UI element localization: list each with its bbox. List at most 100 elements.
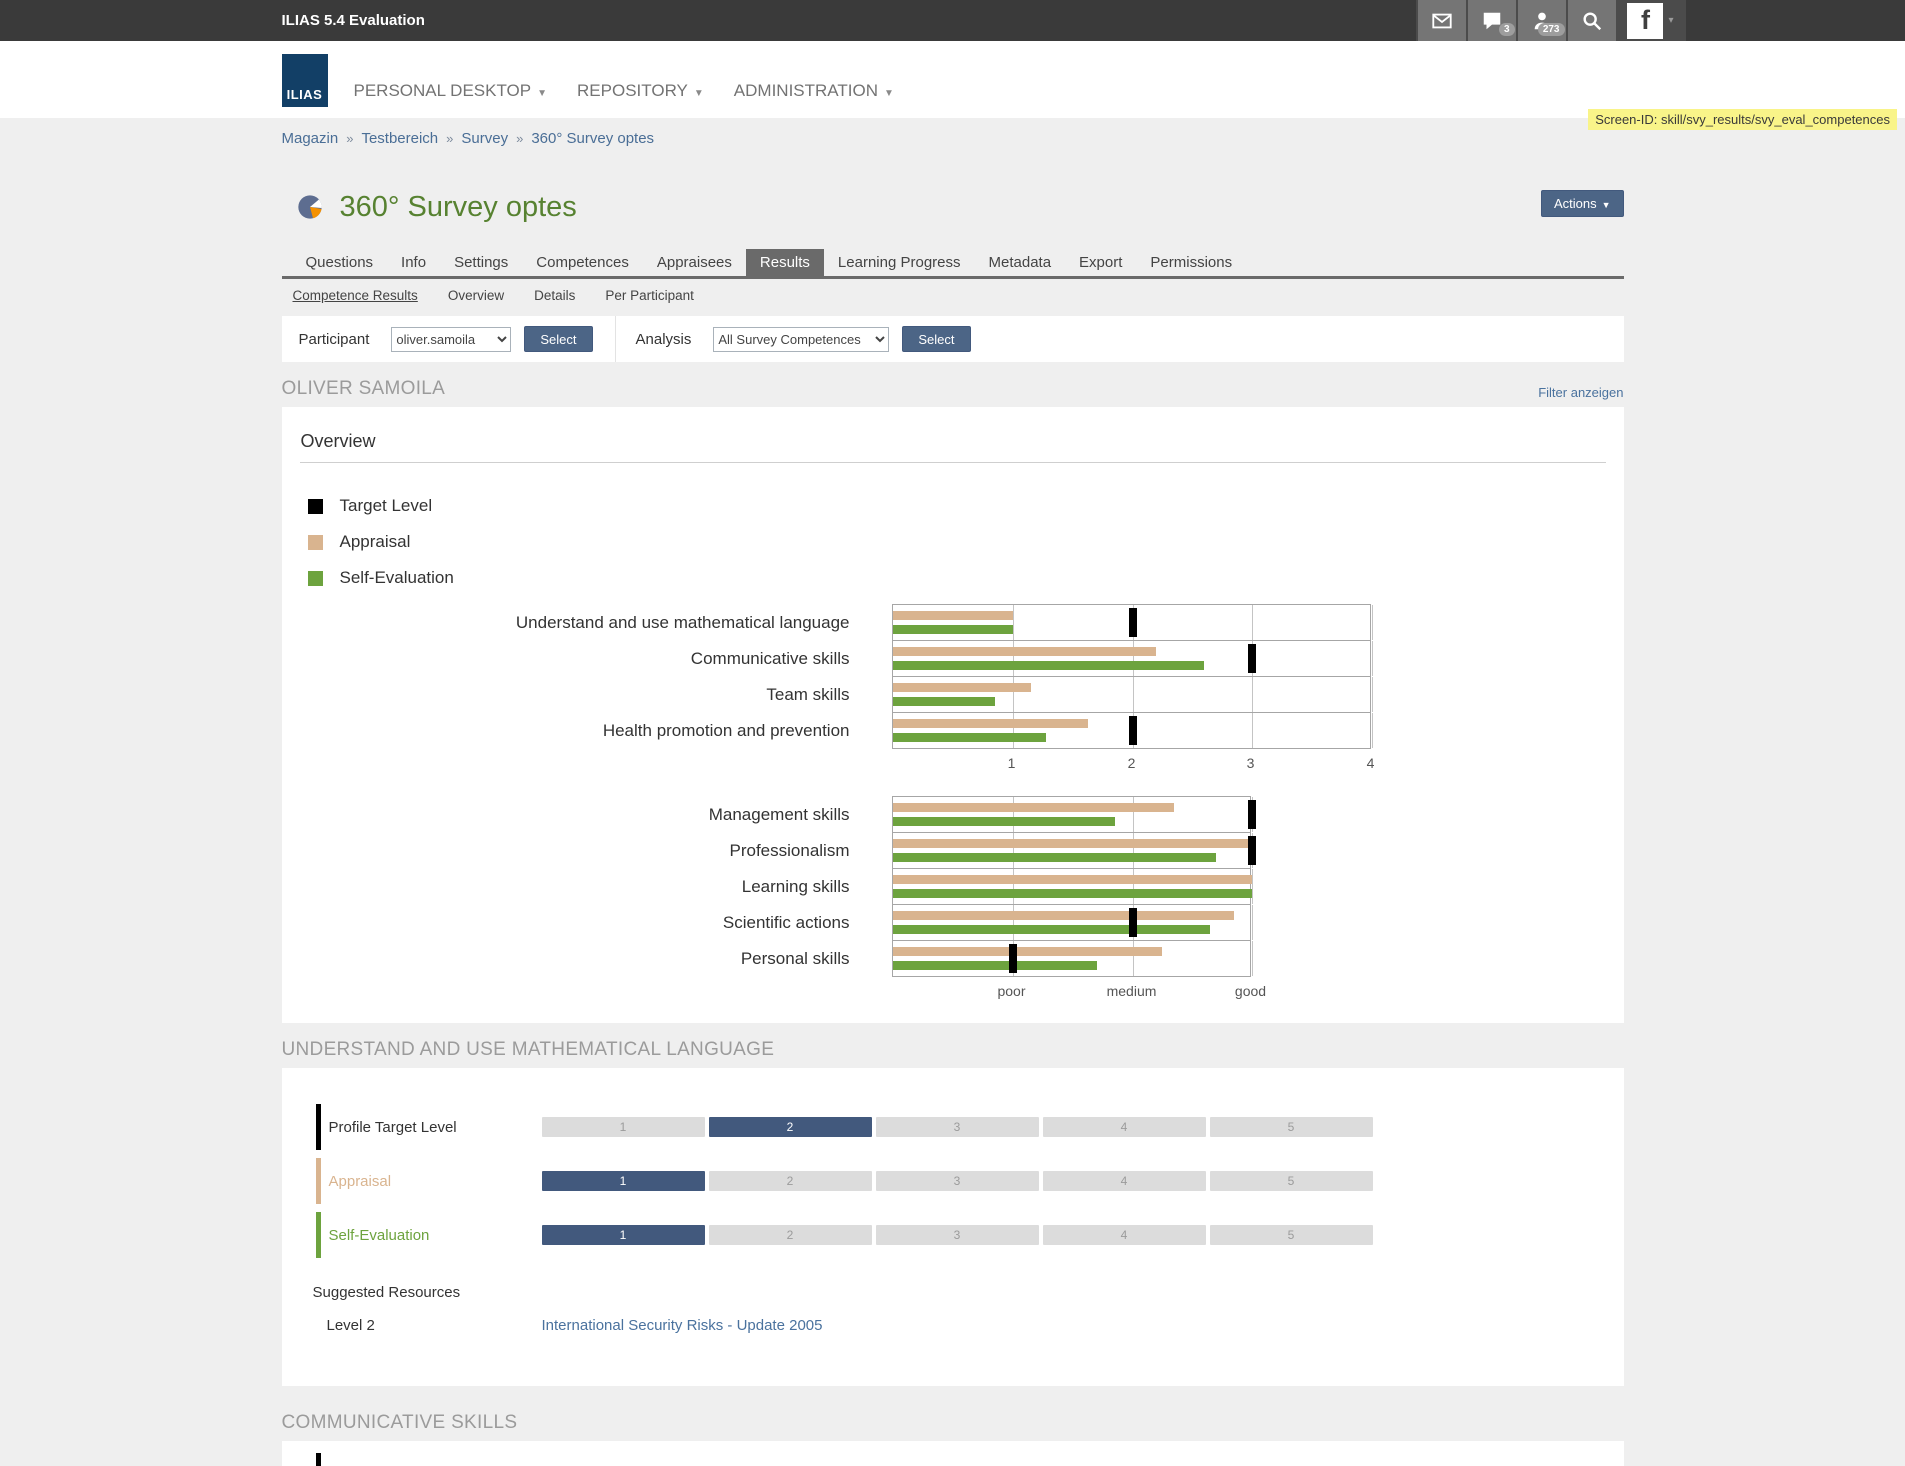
gridline: [1251, 941, 1253, 976]
tab-permissions[interactable]: Permissions: [1150, 254, 1233, 271]
breadcrumb-link[interactable]: 360° Survey optes: [531, 130, 655, 147]
tab-competences[interactable]: Competences: [536, 254, 629, 271]
axis-tick-label: poor: [997, 983, 1026, 999]
tab-bar: Questions Info Settings Competences Appraise…: [281, 249, 1624, 279]
axis-tick-label: 3: [1246, 755, 1255, 771]
self-evaluation-bar: [892, 817, 1115, 826]
analysis-select[interactable]: All Survey Competences: [713, 326, 890, 352]
subtab-overview[interactable]: Overview: [447, 288, 505, 303]
gridline: [1371, 713, 1373, 748]
tab-questions[interactable]: Questions: [305, 254, 374, 271]
legend-item: Self-Evaluation: [307, 567, 1606, 589]
breadcrumb-link[interactable]: Magazin: [281, 130, 339, 147]
target-level-marker: [1128, 908, 1137, 937]
chart-legend: Target Level Appraisal Self-Evaluation: [300, 495, 1606, 589]
filter-bar: Participant oliver.samoila Select Analys…: [281, 316, 1624, 362]
appraisal-bar: [892, 911, 1234, 920]
chart-row-plot: [891, 604, 1373, 641]
tab-appraisees[interactable]: Appraisees: [656, 254, 732, 271]
self-evaluation-bar: [892, 733, 1046, 742]
gridline: [1012, 797, 1014, 832]
page-title: 360° Survey optes: [339, 190, 577, 223]
resource-level-label: Level 2: [326, 1317, 375, 1334]
gridline: [1251, 605, 1253, 640]
appraisal-bar: [892, 839, 1252, 848]
gridline: [1132, 833, 1134, 868]
actions-button[interactable]: Actions ▼: [1540, 190, 1624, 217]
competence-section-heading: UNDERSTAND AND USE MATHEMATICAL LANGUAGE: [281, 1039, 775, 1060]
breadcrumb-link[interactable]: Testbereich: [361, 130, 439, 147]
row-color-bar: [315, 1158, 321, 1204]
mail-button[interactable]: [1417, 0, 1466, 41]
nav-item-personal-desktop[interactable]: PERSONAL DESKTOP ▼: [353, 81, 548, 100]
chart-row-label: Communicative skills: [690, 649, 850, 668]
gridline: [1371, 677, 1373, 712]
filter-anzeigen-link[interactable]: Filter anzeigen: [1538, 385, 1624, 400]
chart-row-plot: [891, 676, 1373, 713]
mail-icon: [1431, 10, 1453, 32]
competence-scale-row: Self-Evaluation 1 2 3 4 5: [315, 1212, 1606, 1258]
tab-learning-progress[interactable]: Learning Progress: [837, 254, 961, 271]
resource-row: Level 2 International Security Risks - Up…: [327, 1317, 1606, 1334]
ilias-logo[interactable]: ILIAS: [281, 54, 328, 107]
gridline: [1012, 833, 1014, 868]
top-bar: ILIAS 5.4 Evaluation 3 273 f ▾: [0, 0, 1905, 41]
axis-ticks: 1 2 3 4: [892, 749, 1375, 773]
subtab-details[interactable]: Details: [534, 288, 576, 303]
search-icon: [1581, 10, 1603, 32]
legend-label: Appraisal: [339, 532, 411, 551]
analysis-select-button[interactable]: Select: [902, 326, 971, 352]
gridline: [1251, 677, 1253, 712]
tab-results[interactable]: Results: [745, 249, 824, 276]
gridline: [1012, 905, 1014, 940]
bar-chart: Understand and use mathematical language…: [300, 604, 1606, 773]
search-button[interactable]: [1567, 0, 1616, 41]
gridline: [1371, 605, 1373, 640]
resource-link[interactable]: International Security Risks - Update 20…: [541, 1317, 823, 1334]
self-evaluation-bar: [892, 961, 1097, 970]
nav-item-repository[interactable]: REPOSITORY ▼: [577, 81, 704, 100]
user-menu[interactable]: f ▾: [1615, 0, 1686, 41]
chevron-down-icon: ▼: [693, 88, 704, 99]
scale-segment-5: 5: [1209, 1171, 1373, 1191]
chevron-down-icon: ▼: [537, 88, 548, 99]
chart-row-label: Professionalism: [729, 841, 850, 860]
competence-scale-row: Appraisal 1 2 3 4 5: [315, 1158, 1606, 1204]
users-button[interactable]: 273: [1517, 0, 1566, 41]
chart-row-label: Team skills: [766, 685, 850, 704]
nav-item-administration[interactable]: ADMINISTRATION ▼: [733, 81, 894, 100]
tab-metadata[interactable]: Metadata: [988, 254, 1052, 271]
competence-row-label: Profile Target Level: [328, 1118, 457, 1136]
main-header: ILIAS PERSONAL DESKTOP ▼ REPOSITORY ▼ ADMINI…: [0, 41, 1905, 118]
suggested-resources-title: Suggested Resources: [312, 1284, 461, 1301]
gridline: [1371, 641, 1373, 676]
scale-segment-3: 3: [875, 1225, 1039, 1245]
survey-icon: [296, 193, 324, 221]
competence-row-label: Self-Evaluation: [328, 1226, 430, 1244]
main-nav: PERSONAL DESKTOP ▼ REPOSITORY ▼ ADMINISTRATI…: [354, 81, 894, 107]
screen-id-badge: Screen-ID: skill/svy_results/svy_eval_co…: [1588, 109, 1897, 130]
appraisal-bar: [892, 611, 1013, 620]
participant-select[interactable]: oliver.samoila: [391, 326, 512, 352]
subtab-competence-results[interactable]: Competence Results: [292, 288, 418, 303]
self-evaluation-bar: [892, 661, 1204, 670]
tab-export[interactable]: Export: [1079, 254, 1123, 271]
chart-row: Professionalism: [300, 832, 1606, 869]
chart-row: Communicative skills: [300, 640, 1606, 677]
participant-select-button[interactable]: Select: [524, 326, 593, 352]
axis-tick-label: medium: [1106, 983, 1157, 999]
breadcrumb-link[interactable]: Survey: [461, 130, 509, 147]
tab-info[interactable]: Info: [401, 254, 427, 271]
analysis-label: Analysis: [635, 330, 692, 348]
chat-button[interactable]: 3: [1467, 0, 1516, 41]
subtab-per-participant[interactable]: Per Participant: [605, 288, 694, 303]
tab-settings[interactable]: Settings: [454, 254, 509, 271]
legend-item: Target Level: [307, 495, 1606, 517]
breadcrumb-separator: »: [346, 131, 354, 146]
subtab-bar: Competence Results Overview Details Per Par…: [282, 279, 1624, 309]
chart-row: Understand and use mathematical language: [300, 604, 1606, 641]
target-level-marker: [1008, 944, 1017, 973]
legend-swatch: [307, 570, 323, 586]
scale-segment-4: 4: [1042, 1225, 1206, 1245]
